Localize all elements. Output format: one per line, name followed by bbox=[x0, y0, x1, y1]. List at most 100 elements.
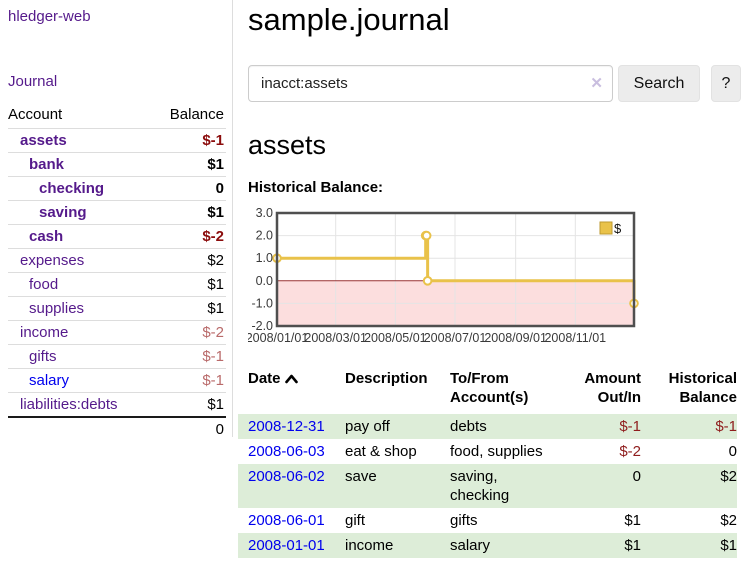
transaction-date-link[interactable]: 2008-12-31 bbox=[248, 418, 325, 435]
transaction-balance: $2 bbox=[720, 512, 737, 529]
chart-title: Historical Balance: bbox=[248, 179, 384, 196]
account-link[interactable]: food bbox=[29, 276, 59, 293]
register-header-amount-line1: Amount bbox=[584, 370, 641, 387]
transaction-description: save bbox=[345, 468, 377, 485]
search-form: ✕ Search ? bbox=[248, 65, 742, 102]
account-row: checking 0 bbox=[8, 176, 226, 201]
transaction-amount: $-2 bbox=[619, 443, 641, 460]
register-header-amount: Amount Out/In bbox=[580, 367, 641, 414]
sidebar-item-journal[interactable]: Journal bbox=[8, 73, 58, 90]
register-header-accounts-line2: Account(s) bbox=[450, 389, 529, 406]
transaction-accounts: debts bbox=[450, 418, 487, 435]
svg-text:2008/11/01: 2008/11/01 bbox=[544, 331, 606, 345]
transaction-amount: $1 bbox=[624, 537, 641, 554]
svg-text:3.0: 3.0 bbox=[256, 206, 273, 220]
svg-text:2008/01/01: 2008/01/01 bbox=[248, 331, 308, 345]
register-header-accounts: To/From Account(s) bbox=[450, 367, 580, 414]
transaction-balance: $2 bbox=[720, 468, 737, 485]
accounts-table: Account Balance assets $-1 bank $1 checking 0… bbox=[8, 103, 226, 441]
account-heading: assets bbox=[248, 130, 327, 160]
svg-text:$: $ bbox=[614, 221, 622, 236]
accounts-total-value: 0 bbox=[152, 416, 226, 441]
search-button[interactable]: Search bbox=[618, 65, 700, 102]
svg-text:-2.0: -2.0 bbox=[251, 319, 273, 333]
sidebar: hledger-web Journal Account Balance asse… bbox=[0, 0, 233, 441]
svg-text:-1.0: -1.0 bbox=[251, 296, 273, 310]
register-header-accounts-line1: To/From bbox=[450, 370, 509, 387]
account-row: saving $1 bbox=[8, 200, 226, 225]
register-table: Date Description To/From Account(s) Amou… bbox=[238, 367, 737, 558]
transaction-date-link[interactable]: 2008-06-01 bbox=[248, 512, 325, 529]
transaction-row: 2008-01-01 income salary $1 $1 bbox=[238, 533, 737, 558]
clear-search-icon[interactable]: ✕ bbox=[590, 75, 603, 92]
accounts-total-row: 0 bbox=[8, 416, 226, 441]
register-header-date: Date bbox=[238, 367, 345, 414]
accounts-total-spacer bbox=[8, 416, 153, 441]
sort-ascending-icon bbox=[284, 370, 298, 389]
account-row: supplies $1 bbox=[8, 296, 226, 321]
transaction-accounts: gifts bbox=[450, 512, 478, 529]
account-link[interactable]: cash bbox=[29, 228, 64, 245]
account-balance: $-1 bbox=[152, 368, 226, 393]
transaction-row: 2008-06-01 gift gifts $1 $2 bbox=[238, 508, 737, 533]
help-button[interactable]: ? bbox=[711, 65, 741, 102]
account-link[interactable]: expenses bbox=[20, 252, 85, 269]
register-header-balance-line1: Historical bbox=[668, 370, 737, 387]
register-header-date-label: Date bbox=[248, 370, 281, 387]
transaction-balance: 0 bbox=[728, 443, 737, 460]
svg-text:2008/05/01: 2008/05/01 bbox=[364, 331, 427, 345]
main-content: sample.journal ✕ Search ? assets Histori… bbox=[233, 0, 742, 558]
account-row: assets $-1 bbox=[8, 128, 226, 153]
register-header-balance: Historical Balance bbox=[641, 367, 737, 414]
account-balance: 0 bbox=[152, 176, 226, 201]
account-row: income $-2 bbox=[8, 320, 226, 345]
account-link[interactable]: supplies bbox=[29, 300, 85, 317]
account-link[interactable]: liabilities:debts bbox=[20, 396, 118, 413]
transaction-amount: $-1 bbox=[619, 418, 641, 435]
register-header-row: Date Description To/From Account(s) Amou… bbox=[238, 367, 737, 414]
transaction-description: eat & shop bbox=[345, 443, 417, 460]
transaction-amount: $1 bbox=[624, 512, 641, 529]
transaction-balance: $-1 bbox=[715, 418, 737, 435]
account-balance: $1 bbox=[152, 200, 226, 225]
transaction-description: gift bbox=[345, 512, 366, 529]
account-link[interactable]: checking bbox=[39, 180, 105, 197]
brand-link[interactable]: hledger-web bbox=[8, 8, 91, 25]
svg-text:2.0: 2.0 bbox=[256, 229, 273, 243]
transaction-date-link[interactable]: 2008-06-02 bbox=[248, 468, 325, 485]
account-balance: $-1 bbox=[152, 344, 226, 369]
account-row: salary $-1 bbox=[8, 368, 226, 393]
account-link[interactable]: bank bbox=[29, 156, 65, 173]
account-balance: $1 bbox=[152, 392, 226, 417]
svg-text:2008/07/01: 2008/07/01 bbox=[424, 331, 487, 345]
account-balance: $1 bbox=[152, 296, 226, 321]
transaction-accounts: saving, checking bbox=[450, 468, 510, 504]
accounts-header-account: Account bbox=[8, 106, 63, 123]
accounts-header-balance: Balance bbox=[169, 106, 224, 123]
account-link[interactable]: income bbox=[20, 324, 69, 341]
transaction-accounts: salary bbox=[450, 537, 491, 554]
transaction-accounts: food, supplies bbox=[450, 443, 543, 460]
register-header-balance-line2: Balance bbox=[679, 389, 737, 406]
transaction-date-link[interactable]: 2008-01-01 bbox=[248, 537, 325, 554]
transaction-date-link[interactable]: 2008-06-03 bbox=[248, 443, 325, 460]
svg-text:2008/03/01: 2008/03/01 bbox=[304, 331, 367, 345]
transaction-row: 2008-06-02 save saving, checking 0 $2 bbox=[238, 464, 737, 508]
app-window: hledger-web Journal Account Balance asse… bbox=[0, 0, 742, 558]
register-header-amount-line2: Out/In bbox=[597, 389, 641, 406]
transaction-amount: 0 bbox=[632, 468, 641, 485]
account-link[interactable]: salary bbox=[29, 372, 70, 389]
account-balance: $2 bbox=[152, 248, 226, 273]
search-input[interactable] bbox=[248, 65, 613, 102]
account-link[interactable]: assets bbox=[20, 132, 67, 149]
page-title: sample.journal bbox=[248, 2, 450, 37]
account-row: bank $1 bbox=[8, 152, 226, 177]
account-row: cash $-2 bbox=[8, 224, 226, 249]
account-row: expenses $2 bbox=[8, 248, 226, 273]
historical-balance-chart[interactable]: $3.0 2.0 1.0 0.0 -1.0 -2.0 2008/01/01 2008/03/0… bbox=[246, 203, 742, 351]
account-link[interactable]: saving bbox=[39, 204, 87, 221]
account-link[interactable]: gifts bbox=[29, 348, 57, 365]
transaction-row: 2008-12-31 pay off debts $-1 $-1 bbox=[238, 414, 737, 439]
accounts-header-row: Account Balance bbox=[8, 103, 226, 129]
svg-text:0.0: 0.0 bbox=[256, 274, 273, 288]
